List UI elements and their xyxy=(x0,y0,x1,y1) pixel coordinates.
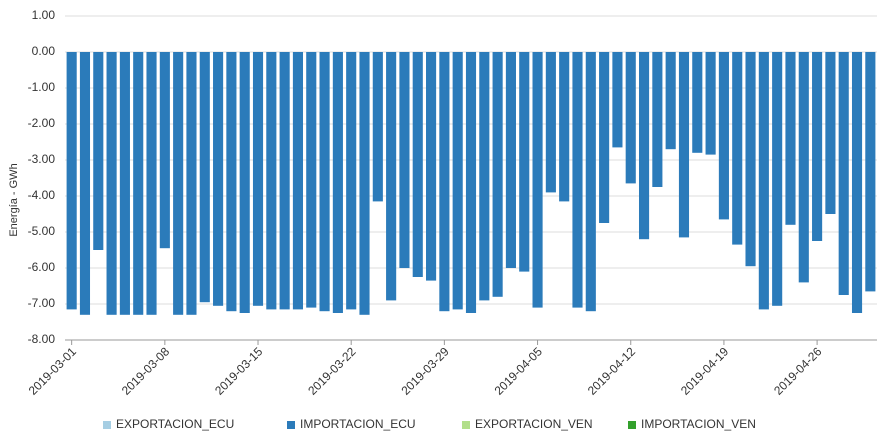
bar xyxy=(386,52,397,301)
bar xyxy=(465,52,477,313)
legend-label: IMPORTACION_VEN xyxy=(641,417,756,431)
bar xyxy=(372,52,383,202)
bar xyxy=(865,52,876,292)
bar xyxy=(599,52,610,223)
y-tick-label: -8.00 xyxy=(28,332,56,346)
bar xyxy=(705,52,716,155)
bar xyxy=(545,52,556,193)
bar xyxy=(745,52,756,267)
y-tick-label: -4.00 xyxy=(28,188,56,202)
bar xyxy=(718,52,729,220)
x-tick-label: 2019-04-26 xyxy=(771,344,825,398)
bar xyxy=(519,52,530,272)
y-axis-label: Energía - GWh xyxy=(8,163,20,236)
bar xyxy=(758,52,769,310)
bar xyxy=(79,52,91,315)
bar xyxy=(119,52,130,315)
legend-swatch xyxy=(287,421,295,429)
bar xyxy=(439,52,450,312)
bar xyxy=(359,52,370,315)
bar xyxy=(239,52,250,313)
y-tick-label: 0.00 xyxy=(32,44,56,58)
bar xyxy=(412,52,423,277)
x-tick-label: 2019-03-15 xyxy=(212,344,266,398)
bar xyxy=(66,52,77,310)
bar xyxy=(812,52,823,241)
x-tick-label: 2019-03-22 xyxy=(305,344,359,398)
bar xyxy=(252,52,264,306)
bar xyxy=(625,52,636,184)
x-tick-label: 2019-04-05 xyxy=(492,344,546,398)
y-tick-label: -7.00 xyxy=(28,296,56,310)
x-tick-label: 2019-04-12 xyxy=(585,344,639,398)
y-tick-label: -1.00 xyxy=(28,80,56,94)
bar xyxy=(452,52,463,310)
bar xyxy=(851,52,863,313)
bar xyxy=(638,52,650,240)
bar xyxy=(692,52,703,153)
bar xyxy=(399,52,410,268)
bar xyxy=(159,52,170,249)
y-tick-label: -5.00 xyxy=(28,224,56,238)
bar xyxy=(732,52,743,245)
bar xyxy=(652,52,663,187)
bar xyxy=(612,52,623,148)
legend-label: IMPORTACION_ECU xyxy=(300,417,416,431)
x-tick-label: 2019-04-19 xyxy=(678,344,732,398)
bar xyxy=(492,52,503,297)
bar xyxy=(146,52,157,315)
x-tick-label: 2019-03-08 xyxy=(119,344,173,398)
bar xyxy=(226,52,237,312)
y-tick-label: -3.00 xyxy=(28,152,56,166)
y-tick-label: 1.00 xyxy=(32,8,56,22)
legend-swatch xyxy=(103,421,111,429)
bar xyxy=(785,52,796,225)
bar xyxy=(559,52,570,202)
bar xyxy=(798,52,809,283)
bar xyxy=(213,52,224,306)
legend-label: EXPORTACION_ECU xyxy=(116,417,234,431)
bar xyxy=(319,52,330,312)
bar xyxy=(479,52,490,301)
y-tick-label: -6.00 xyxy=(28,260,56,274)
y-tick-label: -2.00 xyxy=(28,116,56,130)
bar xyxy=(266,52,277,310)
legend-swatch xyxy=(462,421,470,429)
bar xyxy=(306,52,317,308)
bar xyxy=(665,52,676,150)
bar xyxy=(825,52,836,214)
bar xyxy=(532,52,543,308)
bar xyxy=(678,52,690,238)
bar xyxy=(585,52,596,312)
bar xyxy=(838,52,849,295)
bar xyxy=(572,52,583,308)
bar xyxy=(133,52,144,315)
legend-swatch xyxy=(628,421,636,429)
bar xyxy=(186,52,197,315)
bar xyxy=(505,52,516,268)
bar xyxy=(279,52,290,310)
bar xyxy=(332,52,343,313)
bar xyxy=(426,52,437,281)
legend-label: EXPORTACION_VEN xyxy=(475,417,593,431)
bar xyxy=(199,52,210,303)
bar xyxy=(292,52,304,310)
bar xyxy=(173,52,184,315)
x-tick-label: 2019-03-01 xyxy=(26,344,80,398)
bar xyxy=(106,52,117,315)
bar xyxy=(93,52,104,250)
bar xyxy=(346,52,357,310)
x-tick-label: 2019-03-29 xyxy=(398,344,452,398)
bar xyxy=(772,52,783,306)
